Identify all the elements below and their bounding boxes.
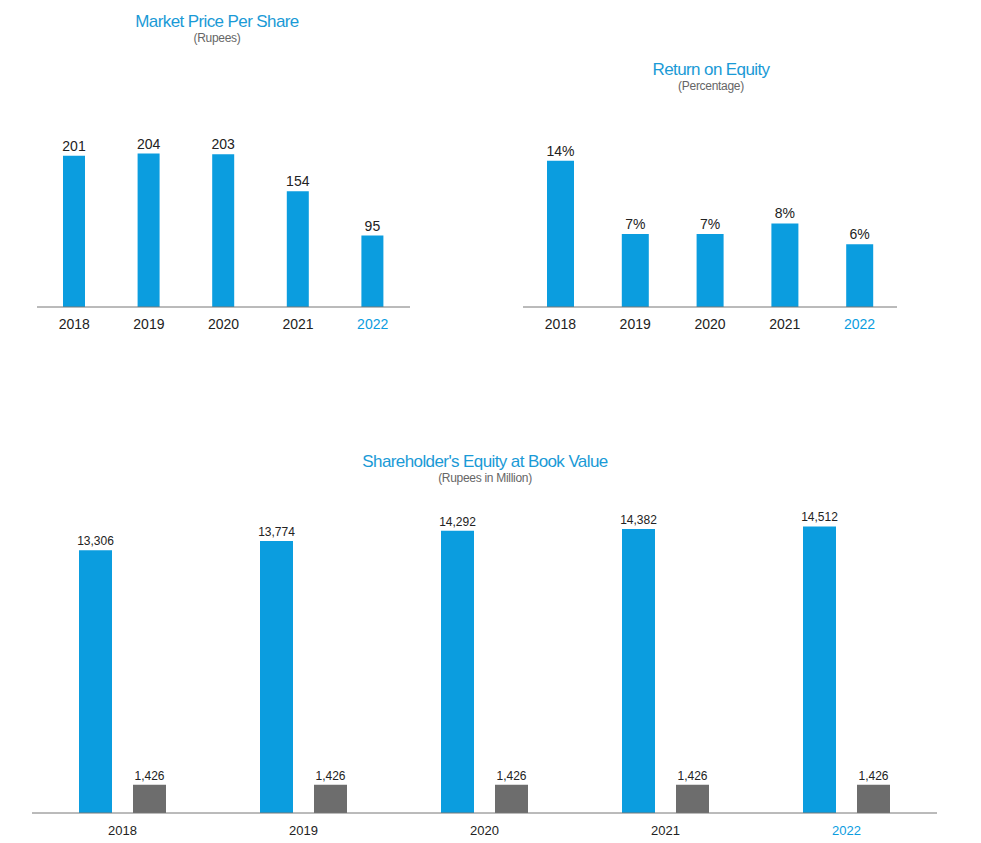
html-text:Market Price Per Share: Market Price Per Share xyxy=(135,12,299,31)
svg-text:13,306: 13,306 xyxy=(77,534,114,548)
svg-text:2018: 2018 xyxy=(545,316,576,332)
svg-text:14,382: 14,382 xyxy=(620,513,657,527)
svg-text:14,512: 14,512 xyxy=(801,510,838,524)
svg-text:7%: 7% xyxy=(700,216,720,232)
svg-text:2018: 2018 xyxy=(108,823,137,838)
svg-text:2022: 2022 xyxy=(832,823,861,838)
svg-text:2019: 2019 xyxy=(133,316,164,332)
html-text:(Rupees in Million): (Rupees in Million) xyxy=(438,470,532,485)
html-text:(Percentage): (Percentage) xyxy=(678,78,744,93)
svg-text:203: 203 xyxy=(212,136,236,152)
svg-text:6%: 6% xyxy=(850,226,870,242)
svg-text:2019: 2019 xyxy=(289,823,318,838)
svg-text:1,426: 1,426 xyxy=(496,769,526,783)
svg-text:201: 201 xyxy=(62,138,86,154)
svg-text:2018: 2018 xyxy=(59,316,90,332)
svg-text:14,292: 14,292 xyxy=(439,515,476,529)
svg-text:2022: 2022 xyxy=(357,316,388,332)
html-text:Shareholder's Equity at Book V: Shareholder's Equity at Book Value xyxy=(362,452,608,471)
svg-text:2019: 2019 xyxy=(620,316,651,332)
svg-text:14%: 14% xyxy=(546,143,574,159)
svg-text:2020: 2020 xyxy=(694,316,725,332)
svg-text:154: 154 xyxy=(286,173,310,189)
svg-text:204: 204 xyxy=(137,136,161,152)
svg-text:1,426: 1,426 xyxy=(315,769,345,783)
svg-text:13,774: 13,774 xyxy=(258,525,295,539)
svg-text:1,426: 1,426 xyxy=(134,769,164,783)
svg-text:2021: 2021 xyxy=(283,316,314,332)
html-text:(Rupees): (Rupees) xyxy=(193,30,241,45)
svg-text:2022: 2022 xyxy=(844,316,875,332)
svg-text:2020: 2020 xyxy=(470,823,499,838)
svg-text:2020: 2020 xyxy=(208,316,239,332)
svg-text:2021: 2021 xyxy=(651,823,680,838)
svg-text:2021: 2021 xyxy=(769,316,800,332)
svg-text:7%: 7% xyxy=(625,216,645,232)
svg-text:8%: 8% xyxy=(775,205,795,221)
svg-text:95: 95 xyxy=(365,218,381,234)
html-text:Return on Equity: Return on Equity xyxy=(652,60,770,79)
svg-text:1,426: 1,426 xyxy=(677,769,707,783)
svg-text:1,426: 1,426 xyxy=(858,769,888,783)
